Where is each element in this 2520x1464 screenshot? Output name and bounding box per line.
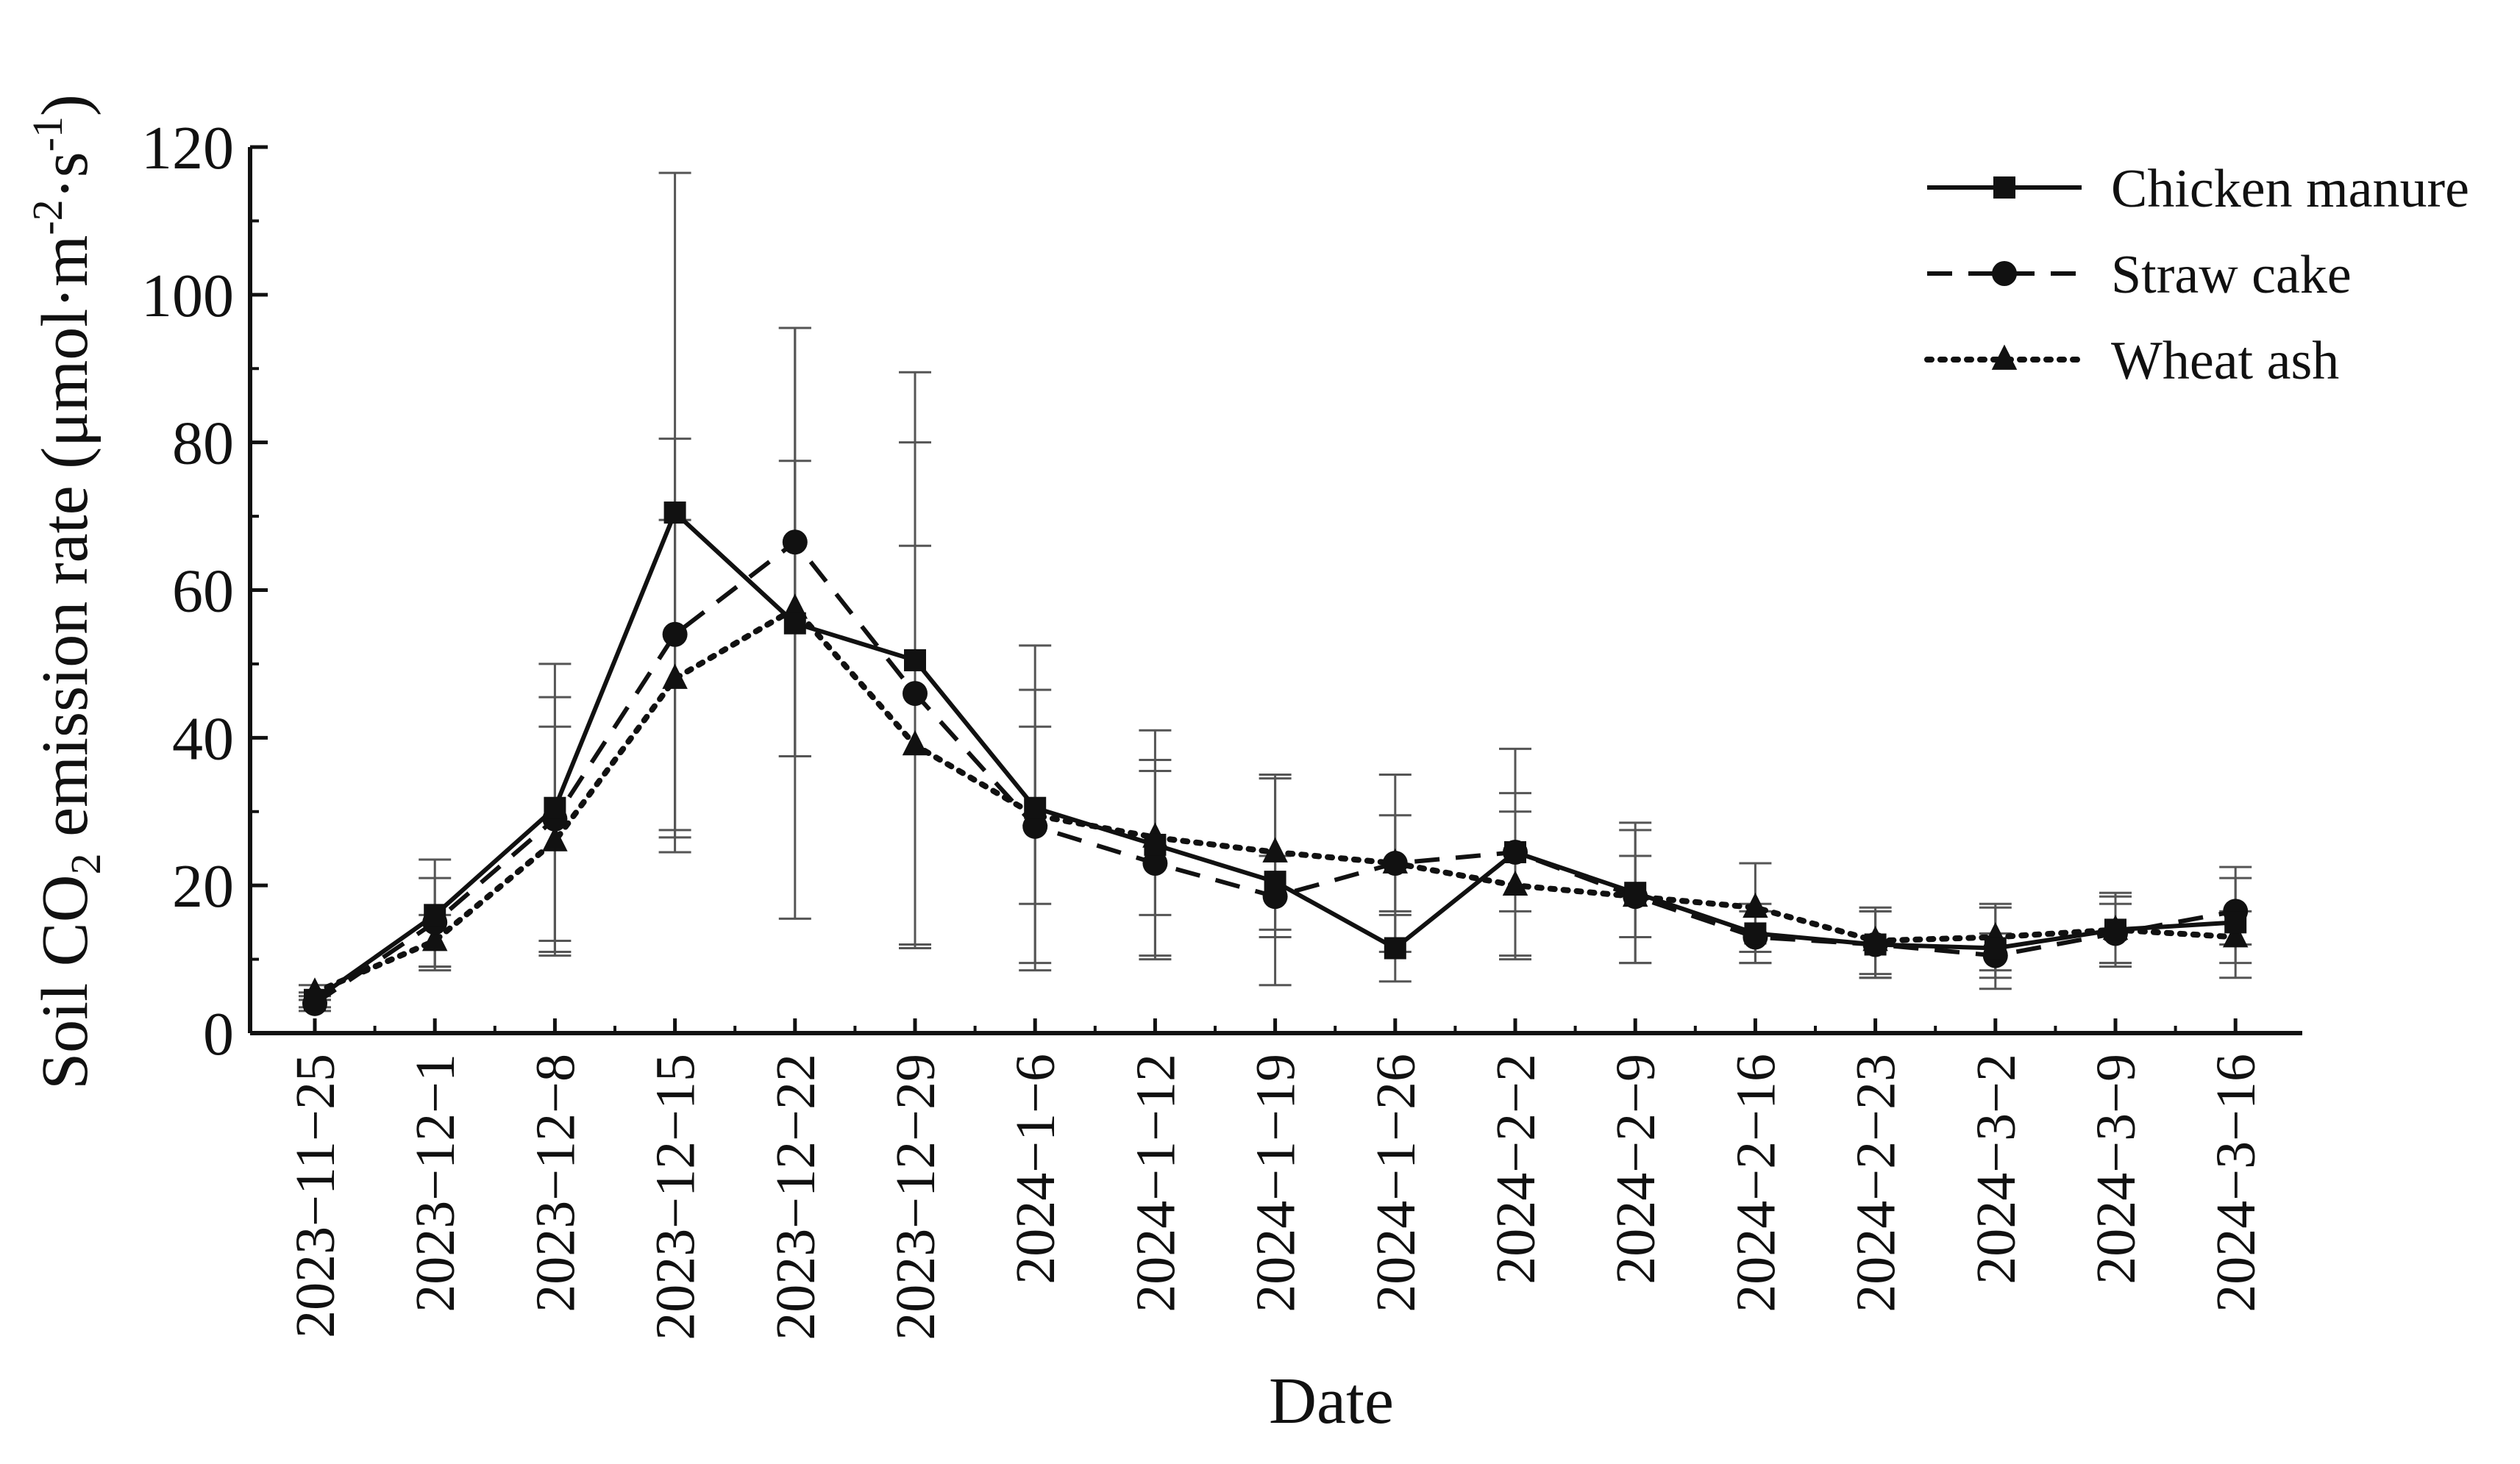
x-tick-label: 2024−2−2: [1485, 1054, 1547, 1285]
legend-label: Straw cake: [2111, 245, 2352, 305]
data-point-triangle: [662, 663, 688, 689]
data-point-square: [1864, 933, 1887, 956]
y-tick-label: 0: [203, 1000, 234, 1068]
legend-marker-triangle: [1991, 344, 2018, 370]
legend-label: Wheat ash: [2111, 331, 2339, 391]
data-point-square: [1624, 882, 1647, 904]
legend-label: Chicken manure: [2111, 159, 2469, 219]
x-tick-label: 2024−3−9: [2085, 1054, 2147, 1285]
plot-layer: 0 20 40 60 80 100 120 2023−11−25 2023−12−1 2023−1…: [141, 114, 2302, 1340]
y-tick-label: 20: [172, 852, 234, 921]
x-tick-label: 2024−1−26: [1365, 1054, 1427, 1313]
y-tick-label: 40: [172, 704, 234, 773]
x-tick-label: 2024−1−12: [1125, 1054, 1186, 1313]
x-tick-label: 2024−1−6: [1005, 1054, 1067, 1285]
x-tick-label: 2023−12−15: [645, 1054, 707, 1340]
data-point-square: [1144, 833, 1167, 856]
x-tick-label: 2023−11−25: [285, 1054, 346, 1338]
x-tick-label: 2024−2−16: [1725, 1054, 1787, 1313]
data-point-square: [904, 649, 926, 671]
data-point-triangle: [421, 926, 448, 951]
data-point-square: [2224, 911, 2247, 934]
data-point-triangle: [1502, 870, 1528, 896]
x-tick-label: 2023−12−22: [765, 1054, 827, 1340]
y-tick-label: 100: [141, 262, 234, 330]
data-point-square: [424, 904, 446, 926]
y-axis-title-mid: emission rate (μmol·m: [29, 235, 102, 854]
data-point-circle: [782, 529, 808, 555]
data-point-square: [304, 988, 326, 1011]
y-tick-label: 120: [141, 114, 234, 182]
x-tick-label: 2023−12−1: [405, 1054, 466, 1313]
data-point-square: [1744, 922, 1767, 945]
data-point-triangle: [1262, 837, 1288, 863]
data-point-triangle: [542, 826, 568, 851]
x-tick-label: 2023−12−29: [885, 1054, 947, 1340]
data-point-circle: [1382, 851, 1408, 876]
x-tick-label: 2024−2−23: [1845, 1054, 1907, 1313]
data-point-square: [1384, 937, 1406, 960]
y-tick-label: 80: [172, 410, 234, 478]
data-point-square: [2104, 918, 2126, 941]
data-point-square: [1264, 871, 1286, 893]
data-point-circle: [903, 681, 928, 707]
x-tick-label: 2024−2−9: [1605, 1054, 1667, 1285]
y-axis-title-suffix: ): [29, 94, 102, 116]
data-point-triangle: [902, 729, 928, 756]
legend: Chicken manure Straw cake Wheat ash: [1924, 159, 2469, 391]
data-point-square: [1024, 796, 1047, 819]
x-axis-title: Date: [1269, 1365, 1394, 1438]
data-point-circle: [1142, 851, 1168, 876]
data-point-square: [1984, 937, 2007, 960]
y-axis-title-sup2: -1: [24, 116, 71, 151]
data-point-square: [544, 796, 566, 819]
data-point-triangle: [2222, 921, 2249, 948]
y-tick-label: 60: [172, 557, 234, 626]
y-axis-title-prefix: Soil CO: [29, 874, 102, 1090]
data-point-square: [1504, 840, 1526, 863]
data-point-triangle: [1743, 892, 1768, 918]
legend-marker-circle: [1992, 261, 2017, 286]
data-point-square: [663, 501, 686, 524]
y-axis-title-mid2: ·s: [29, 151, 102, 199]
y-axis-title-sub: 2: [62, 853, 110, 874]
x-tick-label: 2023−12−8: [524, 1054, 586, 1313]
y-axis-title-sup1: -2: [24, 199, 71, 235]
x-tick-label: 2024−1−19: [1245, 1054, 1307, 1313]
x-tick-label: 2024−3−16: [2205, 1054, 2267, 1313]
y-axis-title: Soil CO2 emission rate (μmol·m-2·s-1): [24, 94, 110, 1090]
data-point-circle: [1022, 813, 1048, 839]
x-tick-label: 2024−3−2: [1965, 1054, 2027, 1285]
legend-marker-square: [1993, 176, 2015, 199]
data-point-square: [783, 612, 806, 635]
data-point-circle: [662, 621, 688, 647]
